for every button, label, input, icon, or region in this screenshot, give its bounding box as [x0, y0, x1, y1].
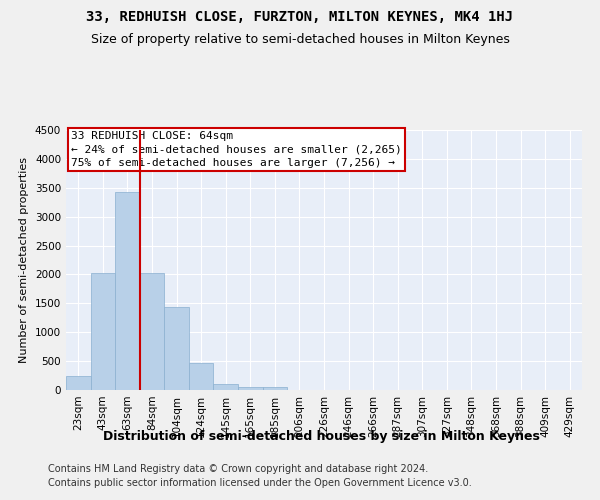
Text: Distribution of semi-detached houses by size in Milton Keynes: Distribution of semi-detached houses by … [103, 430, 539, 443]
Text: 33 REDHUISH CLOSE: 64sqm
← 24% of semi-detached houses are smaller (2,265)
75% o: 33 REDHUISH CLOSE: 64sqm ← 24% of semi-d… [71, 132, 402, 168]
Text: Size of property relative to semi-detached houses in Milton Keynes: Size of property relative to semi-detach… [91, 32, 509, 46]
Bar [263, 386, 287, 390]
Y-axis label: Number of semi-detached properties: Number of semi-detached properties [19, 157, 29, 363]
Text: Contains HM Land Registry data © Crown copyright and database right 2024.
Contai: Contains HM Land Registry data © Crown c… [48, 464, 472, 487]
Bar [189, 363, 214, 390]
Bar [164, 307, 189, 390]
Bar [238, 386, 263, 390]
Bar [91, 272, 115, 390]
Bar [115, 192, 140, 390]
Bar [140, 274, 164, 390]
Bar [214, 384, 238, 390]
Text: 33, REDHUISH CLOSE, FURZTON, MILTON KEYNES, MK4 1HJ: 33, REDHUISH CLOSE, FURZTON, MILTON KEYN… [86, 10, 514, 24]
Bar [66, 376, 91, 390]
